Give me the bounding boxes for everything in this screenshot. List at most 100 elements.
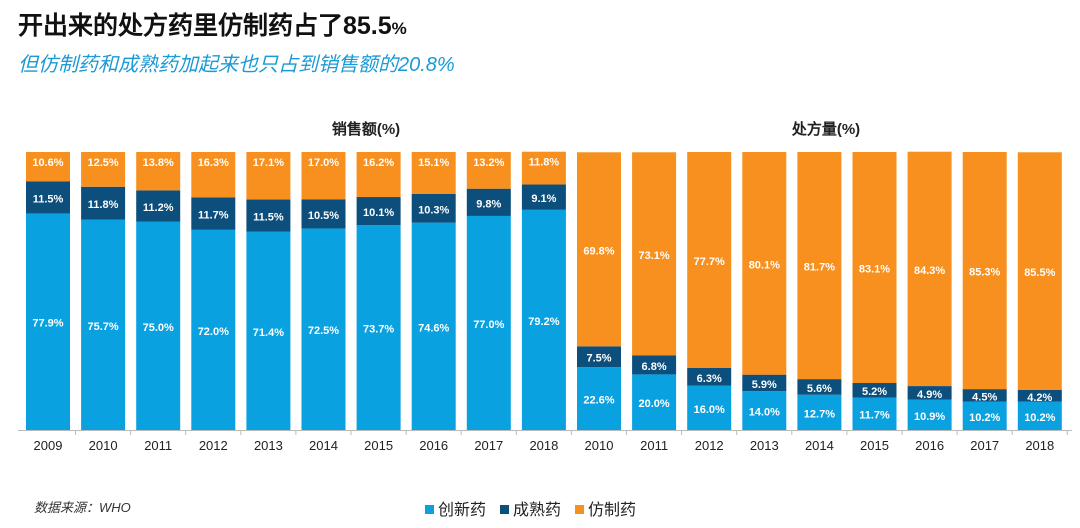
data-label: 11.7% <box>859 410 890 422</box>
bar-segment <box>852 397 897 430</box>
bar-segment <box>411 193 456 223</box>
data-label: 7.5% <box>586 353 611 365</box>
data-label: 10.5% <box>308 210 339 222</box>
data-label: 77.0% <box>473 319 504 331</box>
data-label: 80.1% <box>749 259 780 271</box>
bar-segment <box>852 383 897 398</box>
bar-segment <box>1017 152 1062 390</box>
bar-segment <box>411 152 456 194</box>
bar-segment <box>742 374 787 392</box>
data-label: 72.5% <box>308 325 339 337</box>
x-tick-label: 2013 <box>750 438 779 453</box>
data-label: 11.7% <box>198 210 229 222</box>
data-label: 9.1% <box>531 193 556 205</box>
data-source: 数据来源：WHO <box>34 500 131 515</box>
bar-segment <box>81 219 126 430</box>
bar-segment <box>687 385 732 430</box>
data-label: 5.6% <box>807 383 832 395</box>
bar-segment <box>81 152 126 187</box>
data-label: 11.8% <box>529 157 560 169</box>
data-label: 5.9% <box>752 379 777 391</box>
bar-segment <box>356 152 401 198</box>
bar-segment <box>246 199 291 232</box>
data-label: 11.2% <box>143 202 174 214</box>
bar-segment <box>466 215 511 430</box>
x-tick-label: 2015 <box>364 438 393 453</box>
bar-segment <box>26 181 70 214</box>
x-tick-label: 2010 <box>89 438 118 453</box>
bar-segment <box>907 399 952 430</box>
data-label: 84.3% <box>914 265 945 277</box>
data-label: 4.5% <box>972 391 997 403</box>
data-label: 72.0% <box>198 326 229 338</box>
data-label: 85.5% <box>1024 267 1055 279</box>
data-label: 16.3% <box>198 157 229 169</box>
data-label: 14.0% <box>749 407 780 419</box>
data-label: 75.7% <box>87 321 118 333</box>
x-tick-label: 2016 <box>915 438 944 453</box>
data-label: 69.8% <box>583 245 614 257</box>
data-label: 10.6% <box>32 157 63 169</box>
data-label: 20.0% <box>638 398 669 410</box>
legend-swatch <box>575 505 585 514</box>
bar-segment <box>466 188 511 216</box>
page-subtitle: 但仿制药和成熟药加起来也只占到销售额的20.8% <box>18 54 455 76</box>
legend-item-generic: 仿制药 <box>575 496 636 520</box>
legend-swatch <box>500 505 510 514</box>
bar-segment <box>907 386 952 400</box>
data-label: 6.8% <box>642 361 667 373</box>
bar-segment <box>301 199 346 229</box>
bar-segment <box>136 221 181 430</box>
data-label: 73.7% <box>363 324 394 336</box>
x-tick-label: 2014 <box>805 438 834 453</box>
bar-segment <box>191 197 236 230</box>
bar-segment <box>577 346 621 368</box>
bar-segment <box>962 152 1007 390</box>
data-label: 11.5% <box>253 212 284 224</box>
data-label: 79.2% <box>528 316 559 328</box>
data-label: 83.1% <box>859 264 890 276</box>
bar-segment <box>301 152 346 200</box>
bar-segment <box>632 355 677 375</box>
bar-segment <box>797 394 842 430</box>
data-label: 77.9% <box>32 318 63 330</box>
prescription-chart-title: 处方量(%) <box>791 121 861 138</box>
x-tick-label: 2010 <box>585 438 614 453</box>
x-tick-label: 2017 <box>474 438 503 453</box>
x-tick-label: 2016 <box>419 438 448 453</box>
data-label: 12.7% <box>804 408 835 420</box>
bar-segment <box>26 152 70 182</box>
bar-segment <box>742 152 787 375</box>
bar-segment <box>136 190 181 222</box>
bar-segment <box>962 389 1007 402</box>
data-label: 13.2% <box>473 157 504 169</box>
data-label: 77.7% <box>694 256 725 268</box>
data-label: 74.6% <box>418 322 449 334</box>
data-label: 16.0% <box>694 404 725 416</box>
data-label: 16.2% <box>363 157 394 169</box>
bar-segment <box>1017 389 1062 402</box>
bar-segment <box>81 186 126 220</box>
x-tick-label: 2011 <box>144 438 172 453</box>
x-tick-label: 2018 <box>1025 438 1054 453</box>
bar-segment <box>521 184 566 210</box>
data-label: 10.2% <box>1024 412 1055 424</box>
bar-segment <box>356 197 401 226</box>
data-label: 17.1% <box>253 157 284 169</box>
x-tick-label: 2013 <box>254 438 283 453</box>
bar-segment <box>191 152 236 198</box>
data-label: 13.8% <box>143 157 174 169</box>
bar-segment <box>136 152 181 191</box>
x-tick-label: 2018 <box>529 438 558 453</box>
bar-segment <box>742 391 787 430</box>
data-label: 71.4% <box>253 327 284 339</box>
data-label: 10.2% <box>969 412 1000 424</box>
data-label: 12.5% <box>87 157 118 169</box>
data-label: 10.9% <box>914 411 945 423</box>
bar-segment <box>797 152 842 380</box>
data-label: 17.0% <box>308 157 339 169</box>
data-label: 10.3% <box>418 204 449 216</box>
bar-segment <box>577 152 621 347</box>
bar-segment <box>521 151 566 185</box>
